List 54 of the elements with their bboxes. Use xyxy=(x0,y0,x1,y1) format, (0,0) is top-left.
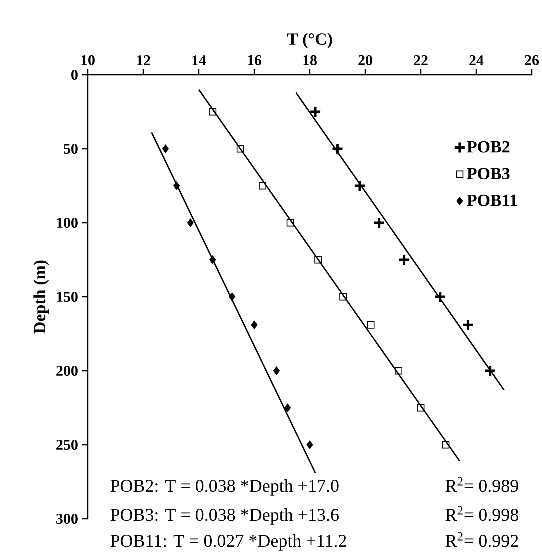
point xyxy=(162,144,170,154)
point xyxy=(462,318,474,332)
point xyxy=(173,182,180,190)
point xyxy=(434,290,447,304)
x-tick-label: 20 xyxy=(358,55,372,66)
point xyxy=(309,106,322,118)
y-tick-label: 50 xyxy=(64,144,78,154)
point xyxy=(395,367,402,375)
y-tick-label: 200 xyxy=(56,366,78,376)
x-axis-title: T (°C) xyxy=(287,33,332,48)
point xyxy=(417,404,425,412)
point xyxy=(228,292,236,302)
point xyxy=(332,142,344,156)
point xyxy=(442,441,450,449)
y-tick-label: 250 xyxy=(56,440,78,450)
point xyxy=(286,219,294,227)
point xyxy=(354,180,366,192)
point xyxy=(306,440,314,450)
x-tick-label: 10 xyxy=(82,55,95,66)
x-tick-label: 26 xyxy=(525,55,540,66)
text: R$^{2}$= 0.992 xyxy=(446,532,518,548)
x-tick-label: 18 xyxy=(304,55,317,66)
y-tick-label: 300 xyxy=(56,514,78,524)
annotation: POB2: T = 0.038 *Depth +17.0 xyxy=(110,480,339,496)
point xyxy=(236,145,244,153)
point xyxy=(259,182,267,190)
legend-label: POB2 xyxy=(467,141,510,153)
point xyxy=(209,108,217,116)
point xyxy=(314,256,322,264)
y-tick-label: 0 xyxy=(72,70,78,80)
point xyxy=(398,254,411,266)
legend-label: POB3 xyxy=(467,168,510,180)
point xyxy=(251,320,258,330)
y-axis-title: Depth (m) xyxy=(34,260,50,334)
point xyxy=(367,321,375,329)
point xyxy=(484,364,497,378)
annotation: R$^{2}$= 0.989 xyxy=(446,477,518,492)
point xyxy=(373,216,386,230)
text: POB11: T = 0.027 *Depth +11.2 xyxy=(110,534,346,551)
x-tick-label: 16 xyxy=(248,55,262,66)
point xyxy=(340,293,347,301)
x-tick-label: 14 xyxy=(192,56,206,66)
y-tick-label: 150 xyxy=(57,292,78,302)
point xyxy=(187,218,194,228)
y-tick-label: 100 xyxy=(57,218,78,228)
x-tick-label: 24 xyxy=(470,56,484,66)
point xyxy=(210,256,216,264)
annotation: POB3: T = 0.038 *Depth +13.6 xyxy=(110,508,339,525)
annotation: R$^{2}$= 0.998 xyxy=(446,506,518,522)
point xyxy=(284,404,292,412)
point xyxy=(273,366,280,376)
legend-label: POB11 xyxy=(467,194,518,206)
x-tick-label: 22 xyxy=(414,56,428,66)
x-tick-label: 12 xyxy=(137,56,150,66)
